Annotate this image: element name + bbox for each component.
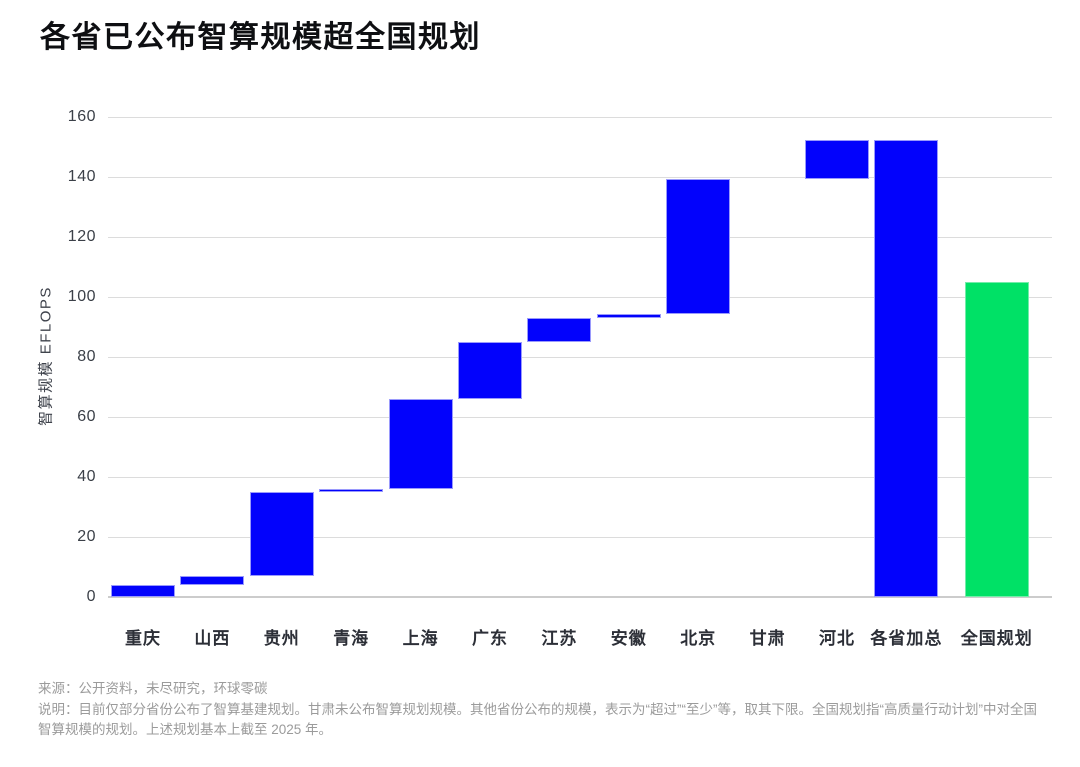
x-tick-label: 甘肃 bbox=[749, 629, 786, 648]
waterfall-bar bbox=[527, 318, 592, 342]
waterfall-bar bbox=[111, 585, 175, 597]
y-tick-label: 80 bbox=[77, 348, 96, 365]
gridline bbox=[108, 116, 1052, 118]
x-tick-label: 安徽 bbox=[610, 629, 647, 648]
y-tick-label: 0 bbox=[86, 588, 96, 605]
waterfall-bar bbox=[180, 576, 245, 585]
y-tick-label: 20 bbox=[77, 528, 96, 545]
gridline bbox=[108, 476, 1052, 478]
x-tick-label: 贵州 bbox=[263, 629, 300, 648]
gridline bbox=[108, 356, 1052, 358]
waterfall-bar bbox=[596, 313, 661, 318]
gridline bbox=[108, 296, 1052, 298]
y-tick-label: 160 bbox=[67, 108, 96, 125]
waterfall-bar bbox=[666, 178, 731, 314]
source-note: 来源：公开资料，未尽研究，环球零碳 bbox=[38, 681, 268, 696]
x-tick-label: 重庆 bbox=[125, 629, 161, 648]
x-tick-label: 广东 bbox=[472, 629, 508, 648]
gridline bbox=[108, 176, 1052, 178]
x-tick-label: 上海 bbox=[402, 629, 439, 648]
x-tick-label: 山西 bbox=[194, 629, 231, 648]
y-tick-label: 140 bbox=[67, 168, 96, 185]
x-tick-label: 全国规划 bbox=[960, 629, 1033, 648]
waterfall-bar bbox=[964, 282, 1029, 597]
chart-footer: 来源：公开资料，未尽研究，环球零碳 说明：目前仅部分省份公布了智算基建规划。甘肃… bbox=[38, 679, 1050, 741]
x-tick-label: 北京 bbox=[680, 629, 717, 648]
waterfall-bar bbox=[874, 139, 939, 597]
gridline bbox=[108, 536, 1052, 538]
y-tick-label: 40 bbox=[77, 468, 96, 485]
x-axis-baseline bbox=[108, 596, 1052, 598]
methodology-note: 说明：目前仅部分省份公布了智算基建规划。甘肃未公布智算规划规模。其他省份公布的规… bbox=[38, 701, 1037, 738]
x-tick-label: 青海 bbox=[333, 629, 370, 648]
y-tick-label: 60 bbox=[77, 408, 96, 425]
x-tick-label: 各省加总 bbox=[870, 629, 943, 648]
x-tick-label: 江苏 bbox=[541, 629, 578, 648]
plot-area: 0 20 40 60 80 100 120 140 160 重庆 山西 贵州 青海 上海 广东 江苏 安徽 北京 甘… bbox=[68, 108, 1052, 648]
x-tick-label: 河北 bbox=[819, 629, 855, 648]
gridline bbox=[108, 416, 1052, 418]
waterfall-bar bbox=[249, 492, 314, 576]
waterfall-bar bbox=[388, 399, 453, 489]
waterfall-bar bbox=[319, 489, 384, 492]
waterfall-bar bbox=[458, 342, 522, 399]
y-tick-label: 100 bbox=[67, 288, 96, 305]
chart-title: 各省已公布智算规模超全国规划 bbox=[40, 21, 481, 54]
waterfall-bar bbox=[805, 139, 869, 179]
y-tick-label: 120 bbox=[67, 228, 96, 245]
gridline bbox=[108, 236, 1052, 238]
